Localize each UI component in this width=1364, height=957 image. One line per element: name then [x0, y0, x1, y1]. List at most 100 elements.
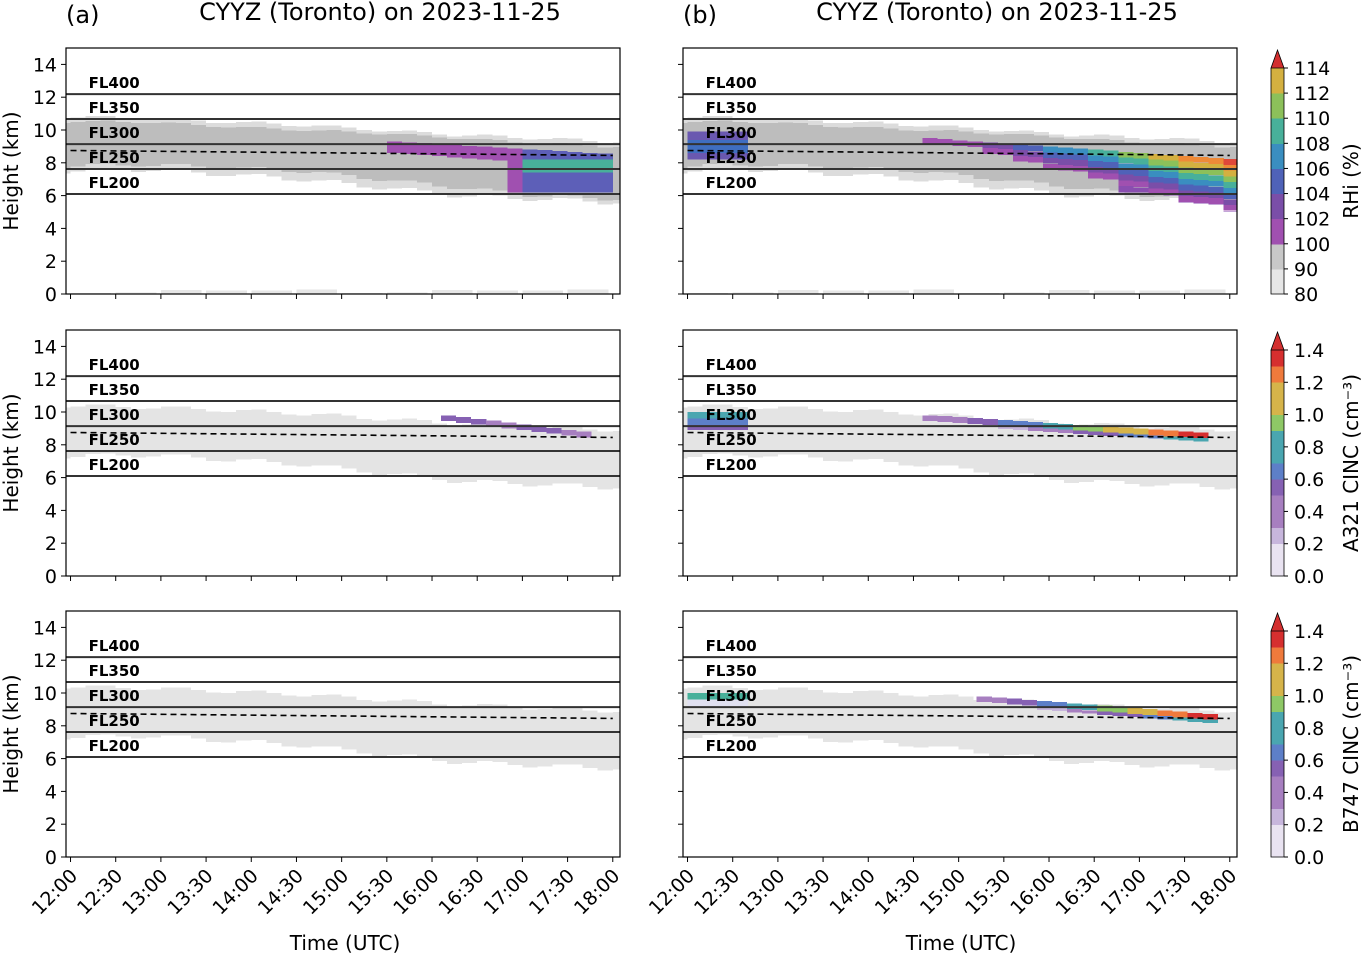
- flight-level-label: FL400: [89, 637, 140, 655]
- issr-cell: [928, 695, 944, 747]
- issr-cell: [537, 708, 553, 767]
- issr-cell: [823, 411, 839, 461]
- colorbar-tick-label: 0.8: [1294, 718, 1324, 740]
- issr-cell: [311, 414, 327, 466]
- issr-cell: [85, 685, 101, 735]
- rhi-super-cell: [1178, 184, 1194, 191]
- surface-wisp: [687, 292, 729, 294]
- issr-cell: [898, 414, 914, 466]
- colorbar-tick-label: 1.0: [1294, 686, 1324, 708]
- rhi-super-cell: [1148, 182, 1164, 189]
- rhi-90-cell: [973, 133, 989, 179]
- issr-cell: [522, 428, 538, 487]
- cinc-cell: [1178, 431, 1194, 438]
- rhi-super-cell: [1103, 156, 1119, 163]
- panel-r1-c1: FL400 FL350 FL300 FL250 FL200 0 2 4 6 8 10 12 14: [33, 47, 621, 306]
- issr-cell: [417, 701, 433, 757]
- cinc-cell: [1052, 702, 1068, 708]
- issr-cell: [597, 712, 613, 771]
- flight-level-label: FL300: [89, 124, 140, 142]
- y-tick-label: 14: [33, 336, 57, 358]
- cinc-cell: [1097, 711, 1113, 715]
- cinc-cell: [1193, 438, 1209, 442]
- rhi-super-cell: [1163, 177, 1179, 184]
- panel-r2-c2: FL400 FL350 FL300 FL250 FL200: [678, 329, 1238, 581]
- xlabel-left: Time (UTC): [289, 931, 401, 955]
- surface-wisp: [341, 292, 383, 294]
- surface-wisp: [251, 290, 292, 294]
- cinc-cell: [922, 415, 938, 421]
- issr-cell: [747, 689, 763, 739]
- y-tick-label: 10: [33, 402, 57, 424]
- rhi-super-cell: [1208, 198, 1224, 204]
- panel-r3-c2: FL400 FL350 FL300 FL250 FL200 12:0012:3013:00…: [645, 610, 1241, 919]
- cinc-cell: [1027, 422, 1043, 428]
- rhi-super-cell: [1103, 162, 1119, 168]
- y-tick-label: 2: [45, 533, 57, 555]
- surface-wisp: [823, 290, 864, 294]
- cinc-cell: [1006, 698, 1022, 705]
- colorbar-tick-label: 104: [1294, 184, 1330, 206]
- issr-cell: [747, 408, 763, 458]
- flight-level-label: FL300: [706, 687, 757, 705]
- y-tick-label: 8: [45, 716, 57, 738]
- colorbar-band: [1271, 463, 1284, 480]
- surface-wisp: [1003, 292, 1045, 294]
- axes-frame: [682, 47, 1238, 295]
- cinc-cell: [702, 412, 718, 419]
- colorbar-band: [1271, 663, 1284, 680]
- issr-cell: [793, 687, 809, 736]
- colorbar-band: [1271, 68, 1284, 94]
- rhi-super-cell: [1193, 202, 1209, 204]
- cinc-cell: [1178, 437, 1194, 441]
- cinc-cell: [486, 420, 502, 427]
- cinc-cell: [516, 424, 532, 431]
- rhi-super-cell: [1193, 162, 1209, 169]
- cinc-cell: [717, 699, 733, 707]
- cinc-cell: [732, 693, 748, 700]
- rhi-90-cell: [236, 127, 252, 168]
- rhi-super-cell: [477, 146, 493, 160]
- x-tick-label: 13:00: [118, 865, 172, 919]
- issr-cell: [206, 692, 222, 742]
- issr-cell: [130, 689, 146, 739]
- rhi-super-cell: [1208, 163, 1224, 170]
- rhi-super-cell: [386, 141, 402, 153]
- flight-level-label: FL350: [89, 381, 140, 399]
- x-tick-label: 12:00: [645, 865, 699, 919]
- rhi-super-cell: [597, 153, 613, 193]
- issr-cell: [777, 406, 793, 455]
- rhi-super-cell: [1073, 160, 1089, 166]
- cinc-cell: [702, 425, 718, 430]
- rhi-super-cell: [582, 152, 598, 193]
- panel-titles: (a) CYYZ (Toronto) on 2023-11-25 (b) CYY…: [66, 0, 1178, 29]
- cinc-cell: [687, 412, 703, 419]
- colorbar-3: 0.0 0.2 0.4 0.6 0.8 1.0 1.2 1.4 B747 CINC (cm⁻³): [1270, 611, 1363, 869]
- rhi-super-cell: [1103, 173, 1119, 180]
- cinc-cell: [1133, 428, 1149, 435]
- rhi-super-cell: [507, 148, 523, 193]
- rhi-super-cell: [1088, 155, 1104, 162]
- rhi-super-cell: [1163, 172, 1179, 178]
- issr-cell: [838, 411, 854, 462]
- cinc-cell: [1052, 707, 1068, 712]
- rhi-90-cell: [492, 139, 508, 191]
- colorbar-tick-label: 114: [1294, 58, 1330, 80]
- colorbar-band: [1271, 631, 1284, 648]
- cinc-cell: [732, 699, 748, 707]
- rhi-super-cell: [1178, 196, 1194, 202]
- rhi-super-cell: [1208, 169, 1224, 176]
- cinc-cell: [1012, 421, 1028, 427]
- x-tick-label: 17:30: [525, 865, 579, 919]
- cinc-cell: [1103, 426, 1119, 433]
- colorbar-band: [1271, 243, 1284, 270]
- issr-cell: [808, 409, 824, 458]
- issr-cell: [522, 709, 538, 768]
- y-tick-label: 2: [45, 814, 57, 836]
- rhi-super-cell: [1148, 176, 1164, 183]
- issr-cell: [296, 696, 312, 748]
- flight-level-label: FL350: [706, 381, 757, 399]
- y-tick-label: 0: [45, 284, 57, 306]
- x-tick-label: 15:00: [299, 865, 353, 919]
- flight-level-label: FL250: [89, 431, 140, 449]
